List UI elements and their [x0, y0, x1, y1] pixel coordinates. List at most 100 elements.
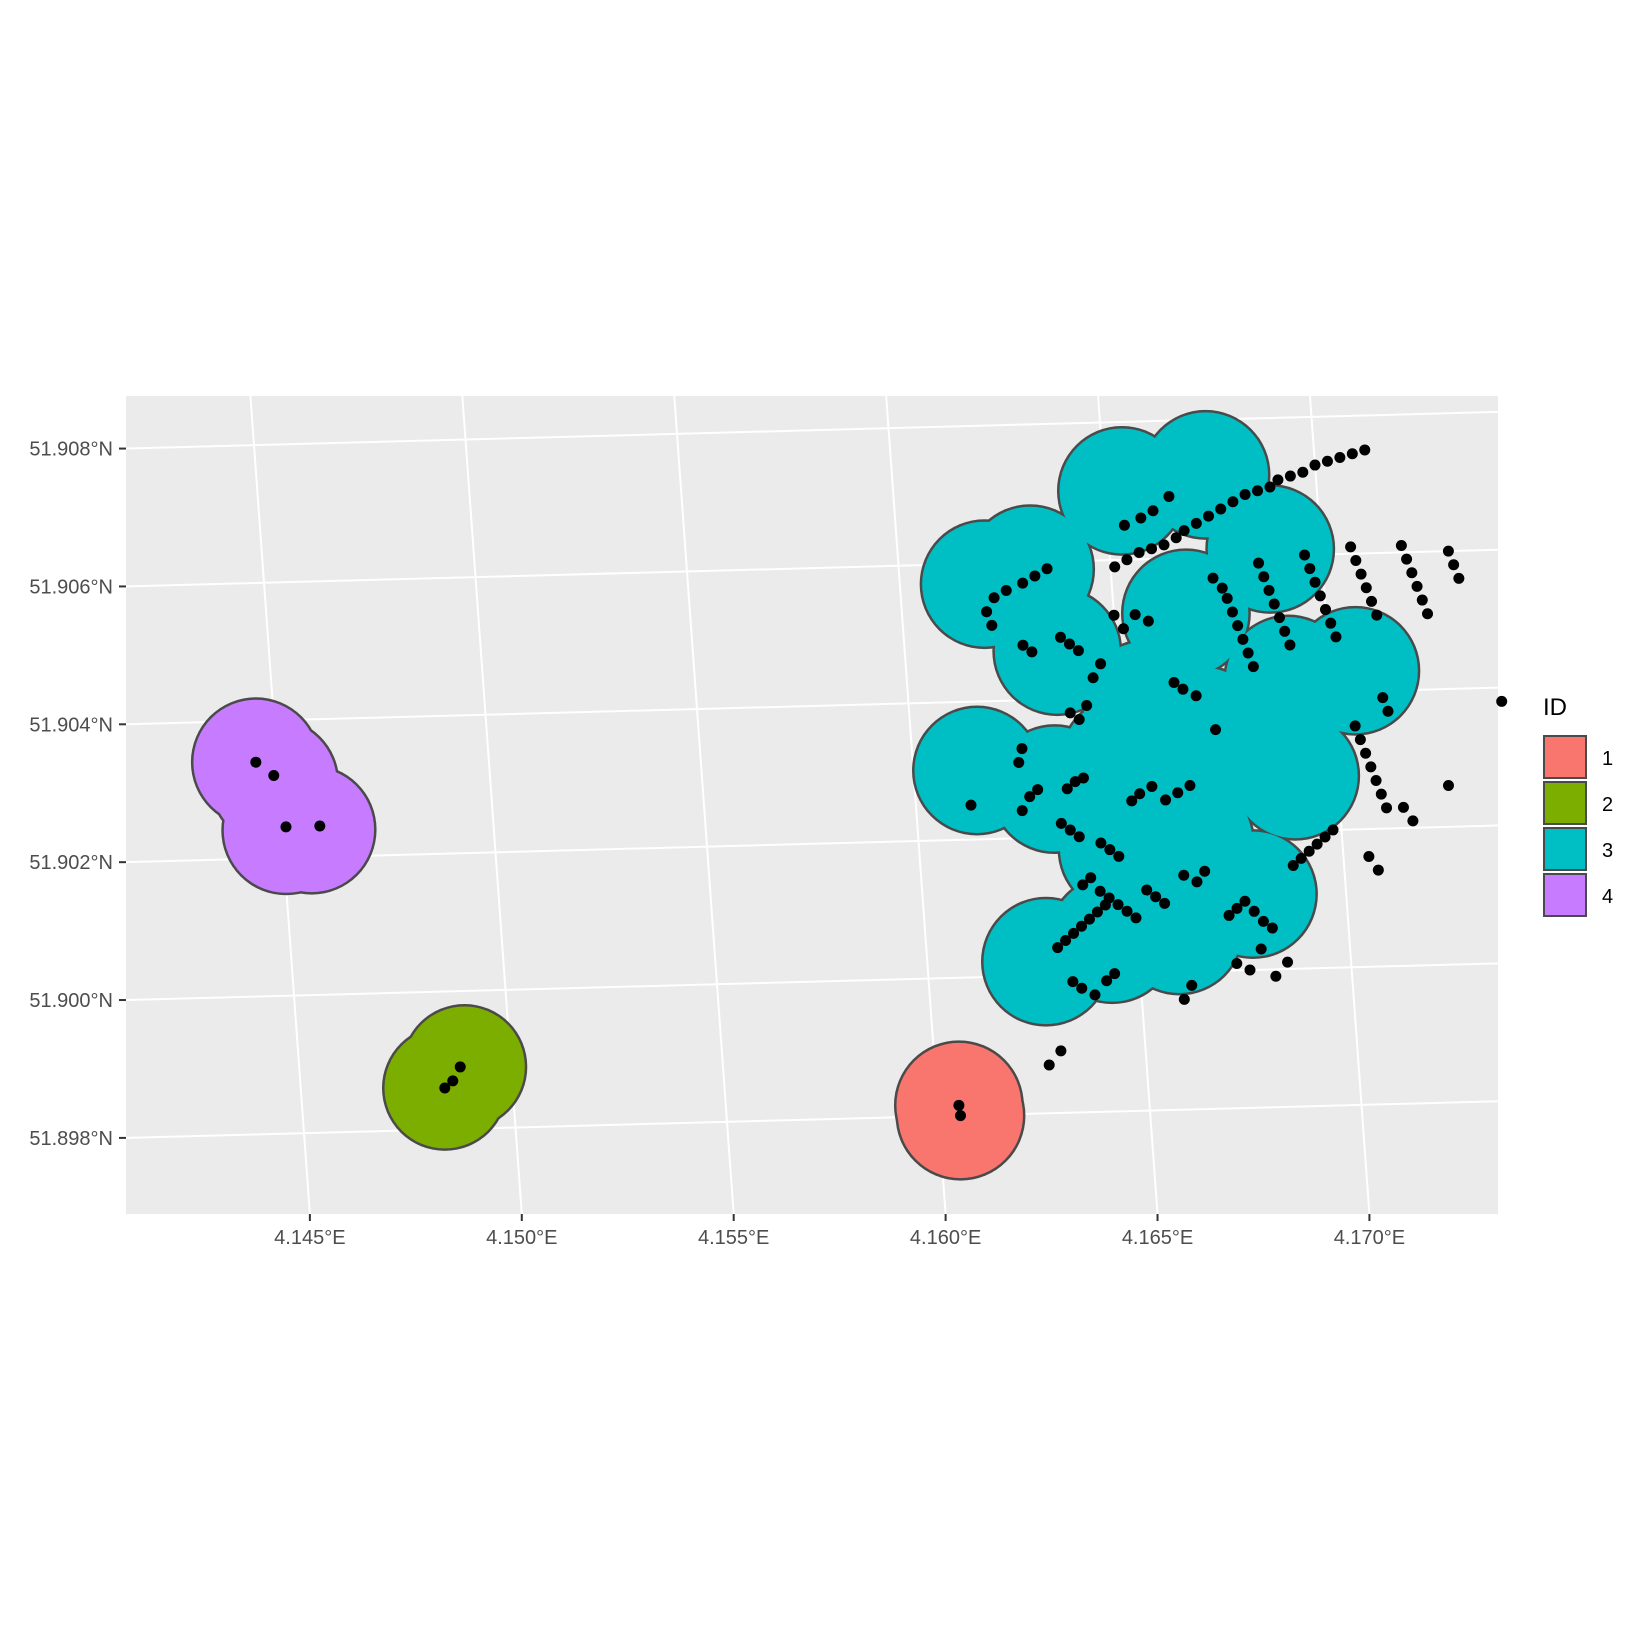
data-point — [1401, 553, 1413, 565]
data-point — [1397, 801, 1409, 813]
data-point — [1371, 609, 1383, 621]
data-point — [1041, 563, 1053, 575]
data-point — [1370, 775, 1382, 787]
data-point — [1083, 913, 1095, 925]
data-point — [1061, 783, 1073, 795]
data-point — [314, 820, 326, 832]
data-point — [1442, 779, 1454, 791]
data-point — [1442, 545, 1454, 557]
data-point — [1073, 714, 1085, 726]
parallel-gridline — [126, 410, 1498, 450]
data-point — [1160, 794, 1172, 806]
region-fill-circle — [1232, 713, 1358, 839]
data-point — [1177, 683, 1189, 695]
data-point — [1244, 964, 1256, 976]
data-point — [1063, 638, 1075, 650]
data-point — [1239, 895, 1251, 907]
parallel-gridline — [126, 1100, 1498, 1139]
data-point — [1190, 517, 1202, 529]
data-point — [1319, 831, 1331, 843]
data-point — [1377, 692, 1389, 704]
data-point — [1264, 481, 1276, 493]
data-point — [1334, 452, 1346, 464]
data-point — [1284, 639, 1296, 651]
data-point — [1215, 503, 1227, 515]
data-point — [1366, 595, 1378, 607]
region-fill-circle — [1190, 831, 1316, 957]
x-tick-label: 4.145°E — [274, 1227, 345, 1249]
data-point — [1133, 546, 1145, 558]
data-point — [1203, 510, 1215, 522]
data-point — [1013, 756, 1025, 768]
data-point — [1411, 580, 1423, 592]
data-point — [1077, 772, 1089, 784]
data-point — [1191, 876, 1203, 888]
data-point — [1345, 541, 1357, 553]
data-point — [1163, 491, 1175, 503]
data-point — [981, 606, 993, 618]
data-point — [986, 619, 998, 631]
data-point — [1068, 927, 1080, 939]
data-point — [1109, 561, 1121, 573]
data-point — [1448, 559, 1460, 571]
data-point — [1055, 631, 1067, 643]
data-point — [1072, 645, 1084, 657]
data-point — [1231, 957, 1243, 969]
observation-points — [250, 444, 1508, 1122]
data-point — [1055, 817, 1067, 829]
data-point — [1017, 639, 1029, 651]
data-point — [1226, 606, 1238, 618]
data-point — [1309, 459, 1321, 471]
data-point — [1263, 584, 1275, 596]
data-point — [1126, 795, 1138, 807]
data-point — [1359, 444, 1371, 456]
data-point — [1129, 609, 1141, 621]
data-point — [1024, 791, 1036, 803]
region-fill-circle — [1292, 608, 1418, 734]
data-point — [1085, 872, 1097, 884]
data-point — [1266, 922, 1278, 934]
meridian-gridline — [673, 396, 735, 1214]
data-point — [1295, 852, 1307, 864]
data-point — [1184, 779, 1196, 791]
data-point — [1055, 1045, 1067, 1057]
data-point — [1150, 891, 1162, 903]
data-point — [1304, 563, 1316, 575]
data-point — [1268, 598, 1280, 610]
region-fill-circle — [1207, 486, 1333, 612]
data-point — [1350, 554, 1362, 566]
data-point — [1248, 905, 1260, 917]
legend-label-2: 2 — [1602, 794, 1613, 816]
data-point — [1089, 989, 1101, 1001]
legend-label-1: 1 — [1602, 748, 1613, 770]
data-point — [1135, 512, 1147, 524]
data-point — [1186, 979, 1198, 991]
x-tick-label: 4.150°E — [486, 1227, 557, 1249]
region-fill-circle — [249, 767, 375, 893]
data-point — [1422, 608, 1434, 620]
data-point — [1178, 525, 1190, 537]
data-point — [1109, 968, 1121, 980]
x-tick-label: 4.165°E — [1122, 1227, 1193, 1249]
data-point — [1330, 631, 1342, 643]
data-point — [1052, 942, 1064, 954]
x-tick-label: 4.170°E — [1334, 1227, 1405, 1249]
data-point — [1207, 572, 1219, 584]
data-point — [1453, 572, 1465, 584]
data-point — [1382, 705, 1394, 717]
data-point — [1258, 571, 1270, 583]
data-point — [1016, 743, 1028, 755]
data-point — [1221, 592, 1233, 604]
data-point — [1273, 612, 1285, 624]
data-point — [1416, 594, 1428, 606]
data-point — [1000, 584, 1012, 596]
y-tick-label: 51.906°N — [29, 576, 113, 598]
data-point — [1087, 672, 1099, 684]
legend-key-4 — [1543, 873, 1587, 917]
data-point — [1407, 815, 1419, 827]
data-point — [1060, 934, 1072, 946]
region-fill-circle — [1083, 641, 1209, 767]
region-3 — [912, 409, 1421, 1027]
data-point — [1314, 590, 1326, 602]
